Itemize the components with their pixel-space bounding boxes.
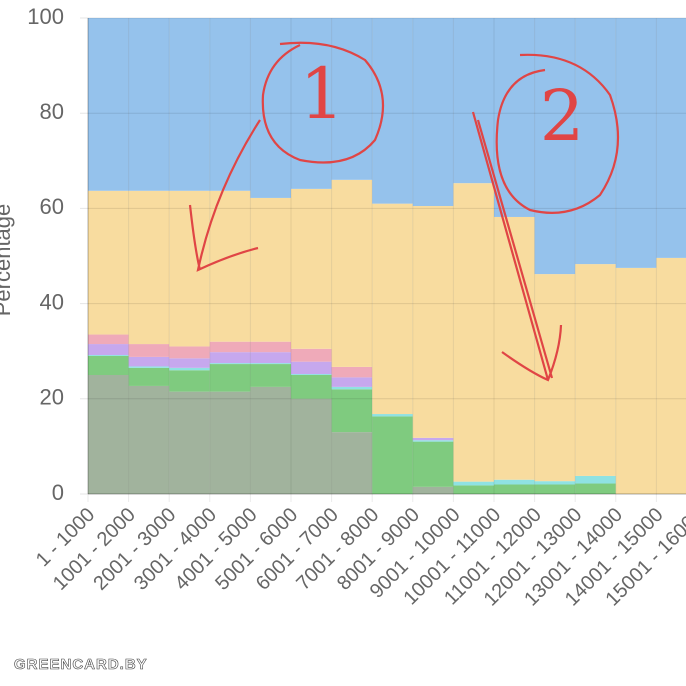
bar-segment (209, 18, 251, 191)
bar-segment (209, 363, 251, 365)
bar-segment (88, 334, 129, 345)
bar-segment (169, 346, 210, 359)
bar-segment (372, 416, 413, 494)
bar-segment (331, 18, 373, 180)
bar-segment (291, 188, 332, 349)
bar-segment (575, 264, 616, 476)
bar-segment (169, 190, 210, 347)
annotation-stroke (188, 41, 385, 272)
bar-segment (169, 18, 210, 191)
bar-segment (331, 179, 373, 367)
bar-segment (250, 352, 291, 364)
bar-segment (128, 366, 170, 368)
bar-segment (169, 370, 210, 392)
y-tick-label: 20 (40, 385, 64, 410)
bar-segment (209, 364, 251, 392)
bar-segment (412, 441, 454, 487)
annotation-text: 2 (540, 75, 585, 157)
bar-segment (291, 348, 332, 362)
bar-segment (291, 374, 332, 375)
annotation-text: 1 (300, 53, 345, 135)
bar-segment (372, 414, 413, 417)
bar-segment (372, 18, 413, 204)
bar-segment (656, 257, 686, 494)
bar-segment (88, 190, 129, 335)
bar-segment (331, 377, 373, 387)
bar-segment (372, 203, 413, 415)
bar-segment (575, 475, 616, 484)
bar-segment (412, 206, 454, 438)
bar-segment (453, 481, 494, 486)
bar-segment (331, 389, 373, 433)
y-tick-label: 0 (52, 480, 64, 505)
bar-segment (128, 344, 170, 357)
bar-segment (209, 352, 251, 364)
bar-segment (169, 367, 210, 371)
bar-segment (250, 364, 291, 387)
bar-segment (209, 391, 251, 494)
bar-segment (291, 375, 332, 399)
bar-segment (615, 267, 657, 494)
bar-segment (169, 358, 210, 368)
bar-segment (494, 479, 535, 485)
bar-segment (575, 483, 616, 494)
y-tick-label: 40 (40, 289, 64, 314)
annotation-stroke (471, 53, 620, 382)
bar-segment (88, 375, 129, 494)
y-tick-label: 80 (40, 99, 64, 124)
bar-segment (128, 367, 170, 386)
bar-segment (88, 355, 129, 375)
bar-segment (494, 18, 535, 217)
bar-segment (291, 398, 332, 494)
bar-segment (128, 190, 170, 345)
bar-segment (656, 18, 686, 258)
bar-segment (291, 361, 332, 375)
bar-segment (331, 386, 373, 390)
bar-segment (453, 485, 494, 494)
bar-segment (250, 18, 291, 198)
bar-segment (412, 440, 454, 442)
bar-segment (412, 486, 454, 494)
annotations: 1 2 (188, 41, 620, 382)
bar-segment (412, 437, 454, 441)
bar-segment (250, 363, 291, 365)
bar-segment (331, 432, 373, 494)
bar-segment (250, 386, 291, 494)
y-tick-label: 60 (40, 194, 64, 219)
bar-segment (128, 356, 170, 367)
bar-segment (250, 197, 291, 342)
bar-segment (615, 18, 657, 268)
bar-segment (453, 183, 494, 482)
bar-segment (250, 341, 291, 353)
bar-segment (331, 366, 373, 378)
bar-segment (88, 355, 129, 356)
bar-segment (169, 391, 210, 494)
bar-segment (209, 341, 251, 353)
bar-segment (494, 484, 535, 494)
bar-segment (88, 344, 129, 356)
bar-segment (128, 385, 170, 494)
bar-segment (128, 18, 170, 191)
watermark: GREENCARD.BY (14, 656, 148, 673)
bar-segment (534, 484, 576, 494)
bar-segment (575, 18, 616, 265)
bar-segment (88, 18, 129, 191)
bar-segment (412, 18, 454, 207)
y-axis-label: Percentage (0, 204, 15, 317)
bar-segment (209, 190, 251, 342)
y-tick-label: 100 (27, 4, 64, 29)
bar-segment (534, 481, 576, 485)
